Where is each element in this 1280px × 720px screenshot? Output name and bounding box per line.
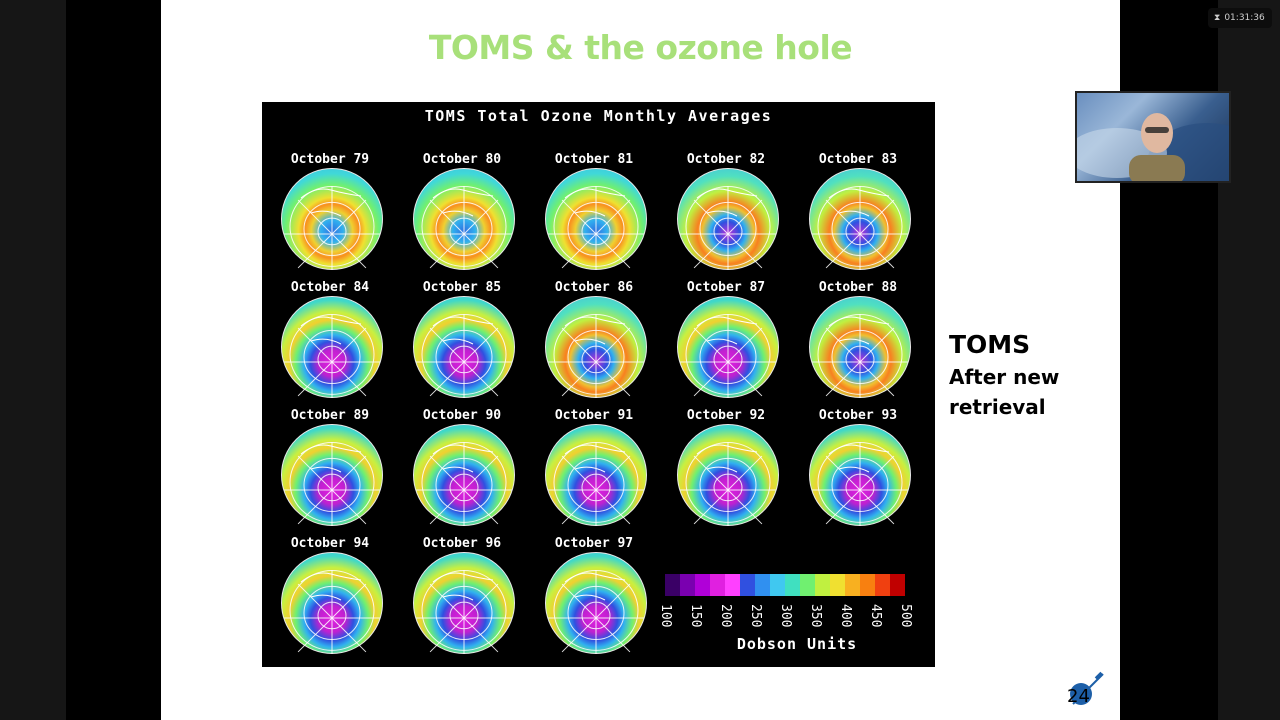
panel-label: October 82: [686, 152, 766, 167]
color-scale-tick-label: 450: [868, 604, 883, 628]
ozone-panel: October 90: [396, 408, 528, 536]
color-scale-tick-label: 500: [898, 604, 913, 628]
left-letterbox: [66, 0, 161, 720]
color-scale-swatch: [860, 574, 875, 596]
ozone-panel: October 79: [264, 152, 396, 280]
outer-left-margin: [0, 0, 66, 720]
side-caption-title: TOMS: [949, 330, 1031, 359]
color-scale-swatch: [770, 574, 785, 596]
presenter-figure: [1077, 113, 1229, 181]
ozone-panel: October 83: [792, 152, 924, 280]
panel-label: October 96: [422, 536, 502, 551]
globe-gridlines: [284, 186, 380, 270]
panel-label: October 79: [290, 152, 370, 167]
color-scale-bar: [665, 574, 905, 596]
color-scale-tick-label: 200: [718, 604, 733, 628]
globe-gridlines: [548, 186, 644, 270]
color-scale-swatch: [680, 574, 695, 596]
panel-label: October 90: [422, 408, 502, 423]
globe-gridlines: [812, 314, 908, 398]
globe-gridlines: [812, 442, 908, 526]
color-scale-swatch: [800, 574, 815, 596]
panel-label: October 87: [686, 280, 766, 295]
color-scale-swatch: [830, 574, 845, 596]
globe-gridlines: [548, 314, 644, 398]
panel-label: October 94: [290, 536, 370, 551]
panel-label: October 88: [818, 280, 898, 295]
ozone-panel: October 91: [528, 408, 660, 536]
panel-label: October 84: [290, 280, 370, 295]
color-scale-swatch: [815, 574, 830, 596]
ozone-panel: October 85: [396, 280, 528, 408]
globe-gridlines: [548, 570, 644, 654]
color-scale-swatch: [725, 574, 740, 596]
color-scale-tick-label: 100: [658, 604, 673, 628]
presentation-slide: TOMS & the ozone hole TOMS Total Ozone M…: [161, 0, 1120, 720]
color-scale-swatch: [710, 574, 725, 596]
color-scale-swatch: [755, 574, 770, 596]
color-scale-tick-label: 150: [688, 604, 703, 628]
slide-title: TOMS & the ozone hole: [428, 28, 853, 67]
ozone-panel: October 82: [660, 152, 792, 280]
color-scale-tick-label: 300: [778, 604, 793, 628]
color-scale-swatch: [890, 574, 905, 596]
globe-gridlines: [416, 442, 512, 526]
ozone-panel: October 80: [396, 152, 528, 280]
panel-label: October 93: [818, 408, 898, 423]
color-scale-unit: Dobson Units: [736, 635, 858, 653]
color-scale-swatch: [785, 574, 800, 596]
panel-label: October 81: [554, 152, 634, 167]
presenter-webcam-video[interactable]: [1075, 91, 1231, 183]
panel-label: October 85: [422, 280, 502, 295]
panel-label: October 86: [554, 280, 634, 295]
ozone-panel: October 94: [264, 536, 396, 664]
color-scale-swatch: [665, 574, 680, 596]
globe-gridlines: [284, 570, 380, 654]
globe-gridlines: [416, 186, 512, 270]
ozone-panel: October 89: [264, 408, 396, 536]
ozone-panel: October 86: [528, 280, 660, 408]
ozone-panel: October 84: [264, 280, 396, 408]
globe-gridlines: [680, 186, 776, 270]
ozone-panel: October 93: [792, 408, 924, 536]
ozone-panel: October 92: [660, 408, 792, 536]
ozone-panel: October 97: [528, 536, 660, 664]
ozone-panel: October 81: [528, 152, 660, 280]
hourglass-icon: ⧗: [1214, 13, 1221, 23]
color-scale-swatch: [695, 574, 710, 596]
panel-label: October 97: [554, 536, 634, 551]
panel-label: October 80: [422, 152, 502, 167]
color-scale-tick-label: 400: [838, 604, 853, 628]
panel-label: October 83: [818, 152, 898, 167]
globe-gridlines: [812, 186, 908, 270]
side-caption-line1: After new: [949, 365, 1060, 389]
globe-gridlines: [284, 314, 380, 398]
color-scale-swatch: [845, 574, 860, 596]
globe-gridlines: [680, 314, 776, 398]
color-scale-swatch: [740, 574, 755, 596]
globe-gridlines: [416, 570, 512, 654]
slide-page-number: 24: [1067, 686, 1090, 707]
side-caption: TOMS After new retrieval: [949, 328, 1109, 422]
ozone-panel: October 96: [396, 536, 528, 664]
ozone-panel: October 88: [792, 280, 924, 408]
ozone-figure: TOMS Total Ozone Monthly Averages Octobe…: [262, 102, 935, 667]
ozone-globe: [545, 424, 647, 526]
globe-gridlines: [284, 442, 380, 526]
side-caption-line2: retrieval: [949, 395, 1046, 419]
color-scale-tick-label: 250: [748, 604, 763, 628]
globe-gridlines: [680, 442, 776, 526]
timer-value: 01:31:36: [1224, 13, 1265, 23]
figure-title: TOMS Total Ozone Monthly Averages: [424, 107, 773, 125]
globe-gridlines: [416, 314, 512, 398]
color-scale-tick-label: 350: [808, 604, 823, 628]
satellite-logo-icon: [1070, 671, 1104, 705]
panel-label: October 92: [686, 408, 766, 423]
recording-timer: ⧗ 01:31:36: [1208, 8, 1272, 28]
panel-label: October 89: [290, 408, 370, 423]
globe-gridlines: [548, 442, 644, 526]
panel-label: October 91: [554, 408, 634, 423]
color-scale-swatch: [875, 574, 890, 596]
ozone-panel: October 87: [660, 280, 792, 408]
